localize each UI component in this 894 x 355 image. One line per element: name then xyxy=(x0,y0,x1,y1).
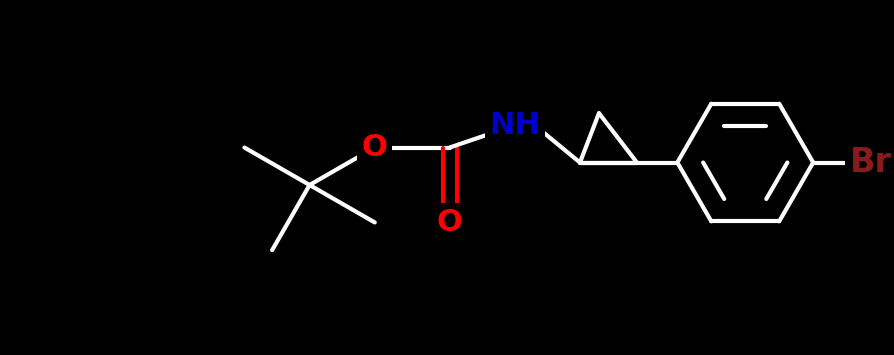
Text: NH: NH xyxy=(489,110,540,140)
Text: O: O xyxy=(436,208,462,237)
Text: Br: Br xyxy=(849,146,891,179)
Text: O: O xyxy=(361,133,387,162)
